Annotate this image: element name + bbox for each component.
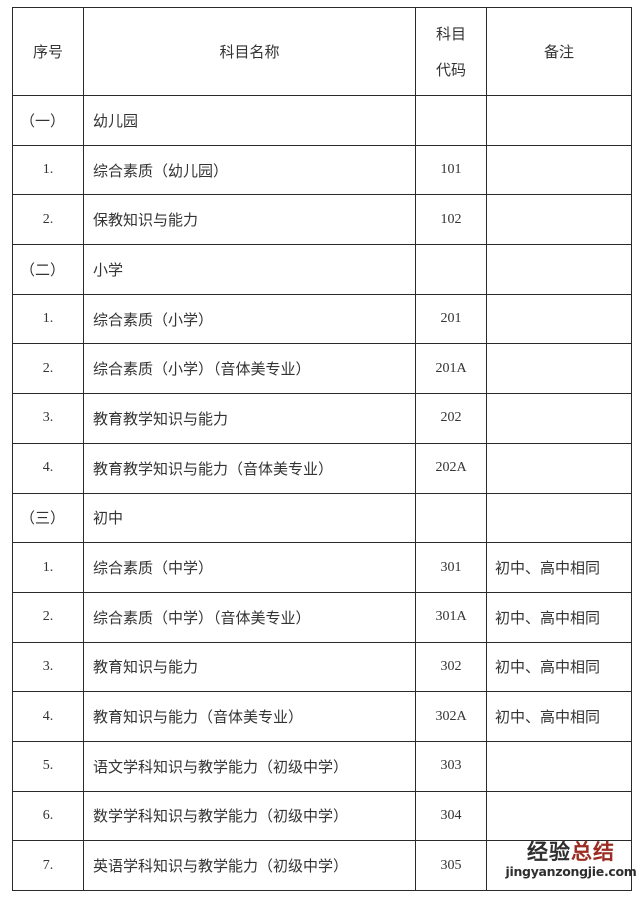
subject-name-cell: 小学 [83, 244, 416, 295]
row-number-cell: 6. [12, 790, 84, 842]
watermark-brand: 经验总结 [502, 842, 640, 863]
row-number-cell: （一） [12, 95, 84, 146]
subject-code-cell [415, 492, 487, 544]
remark-cell [486, 492, 632, 544]
subject-code-cell: 301A [415, 591, 487, 643]
subject-code-cell: 201 [415, 293, 487, 345]
table-row: 1. 综合素质（小学） 201 [12, 293, 632, 345]
row-number-cell: 1. [12, 542, 84, 593]
row-number-cell: （二） [12, 244, 84, 295]
subject-name-cell: 综合素质（小学）（音体美专业） [83, 343, 416, 395]
subject-code-cell: 202 [415, 393, 487, 444]
subject-name-cell: 综合素质（中学）（音体美专业） [83, 591, 416, 643]
row-number-cell: 7. [12, 840, 84, 891]
column-header-subject-name: 科目名称 [83, 7, 416, 96]
watermark-brand-black-text: 经验 [527, 841, 571, 864]
site-watermark: 经验总结 jingyanzongjie.com [502, 842, 640, 879]
subject-code-cell [415, 95, 487, 146]
watermark-brand-red-text: 总结 [571, 841, 615, 864]
row-number-cell: 3. [12, 393, 84, 444]
table-row-section-junior-high: （三） 初中 [12, 492, 632, 544]
subject-code-header-line1: 科目 [435, 27, 466, 43]
subject-name-cell: 保教知识与能力 [83, 194, 416, 246]
subject-code-cell: 303 [415, 740, 487, 792]
row-number-cell: （三） [12, 492, 84, 544]
subject-name-cell: 综合素质（小学） [83, 293, 416, 345]
table-row: 2. 综合素质（小学）（音体美专业） 201A [12, 343, 632, 395]
row-number-cell: 1. [12, 293, 84, 345]
subject-name-cell: 语文学科知识与教学能力（初级中学） [83, 740, 416, 792]
table-row: 1. 综合素质（中学） 301 初中、高中相同 [12, 542, 632, 593]
subject-code-cell: 302 [415, 641, 487, 693]
remark-cell [486, 740, 632, 792]
subject-code-cell: 202A [415, 442, 487, 494]
subject-name-cell: 综合素质（中学） [83, 542, 416, 593]
remark-cell: 初中、高中相同 [486, 542, 632, 593]
column-header-remark: 备注 [486, 7, 632, 96]
table-row: 2. 保教知识与能力 102 [12, 194, 632, 246]
remark-cell [486, 95, 632, 146]
subject-name-cell: 教育教学知识与能力（音体美专业） [83, 442, 416, 494]
subject-code-cell [415, 244, 487, 295]
remark-cell [486, 840, 632, 891]
table-header-row: 序号 科目名称 科目 代码 备注 [12, 7, 632, 96]
remark-cell: 初中、高中相同 [486, 591, 632, 643]
subject-name-cell: 英语学科知识与教学能力（初级中学） [83, 840, 416, 891]
column-header-subject-code: 科目 代码 [415, 7, 487, 96]
subject-code-cell: 301 [415, 542, 487, 593]
subject-name-cell: 教育知识与能力 [83, 641, 416, 693]
table-row: 5. 语文学科知识与教学能力（初级中学） 303 [12, 740, 632, 792]
subject-name-cell: 综合素质（幼儿园） [83, 144, 416, 196]
subject-name-cell: 初中 [83, 492, 416, 544]
table-row-section-primary: （二） 小学 [12, 244, 632, 295]
table-row: 4. 教育教学知识与能力（音体美专业） 202A [12, 442, 632, 494]
exam-subjects-table: 序号 科目名称 科目 代码 备注 （一） 幼儿园 1. 综合素质 [12, 7, 632, 891]
subject-code-cell: 102 [415, 194, 487, 246]
subject-name-cell: 教育知识与能力（音体美专业） [83, 691, 416, 742]
remark-cell [486, 194, 632, 246]
subject-name-cell: 教育教学知识与能力 [83, 393, 416, 444]
subject-code-header-stack: 科目 代码 [417, 23, 486, 80]
row-number-cell: 1. [12, 144, 84, 196]
table-row: 1. 综合素质（幼儿园） 101 [12, 144, 632, 196]
remark-cell [486, 144, 632, 196]
subject-name-cell: 幼儿园 [83, 95, 416, 146]
table-row: 2. 综合素质（中学）（音体美专业） 301A 初中、高中相同 [12, 591, 632, 643]
remark-cell [486, 393, 632, 444]
table-row: 6. 数学学科知识与教学能力（初级中学） 304 [12, 790, 632, 842]
row-number-cell: 3. [12, 641, 84, 693]
row-number-cell: 4. [12, 442, 84, 494]
row-number-cell: 2. [12, 343, 84, 395]
remark-cell [486, 343, 632, 395]
remark-cell [486, 244, 632, 295]
subject-code-cell: 302A [415, 691, 487, 742]
subject-name-cell: 数学学科知识与教学能力（初级中学） [83, 790, 416, 842]
remark-cell [486, 790, 632, 842]
remark-cell [486, 442, 632, 494]
watermark-domain-text: jingyanzongjie.com [505, 864, 637, 879]
remark-cell [486, 293, 632, 345]
row-number-cell: 2. [12, 591, 84, 643]
subject-code-cell: 304 [415, 790, 487, 842]
table-row: 3. 教育教学知识与能力 202 [12, 393, 632, 444]
remark-cell: 初中、高中相同 [486, 691, 632, 742]
row-number-cell: 5. [12, 740, 84, 792]
remark-cell: 初中、高中相同 [486, 641, 632, 693]
subject-code-header-line2: 代码 [435, 63, 466, 79]
table-row: 4. 教育知识与能力（音体美专业） 302A 初中、高中相同 [12, 691, 632, 742]
subject-code-cell: 101 [415, 144, 487, 196]
table-row-section-kindergarten: （一） 幼儿园 [12, 95, 632, 146]
row-number-cell: 2. [12, 194, 84, 246]
row-number-cell: 4. [12, 691, 84, 742]
table-row: 3. 教育知识与能力 302 初中、高中相同 [12, 641, 632, 693]
subject-code-cell: 305 [415, 840, 487, 891]
column-header-number: 序号 [12, 7, 84, 96]
table-row: 7. 英语学科知识与教学能力（初级中学） 305 [12, 840, 632, 891]
subject-code-cell: 201A [415, 343, 487, 395]
